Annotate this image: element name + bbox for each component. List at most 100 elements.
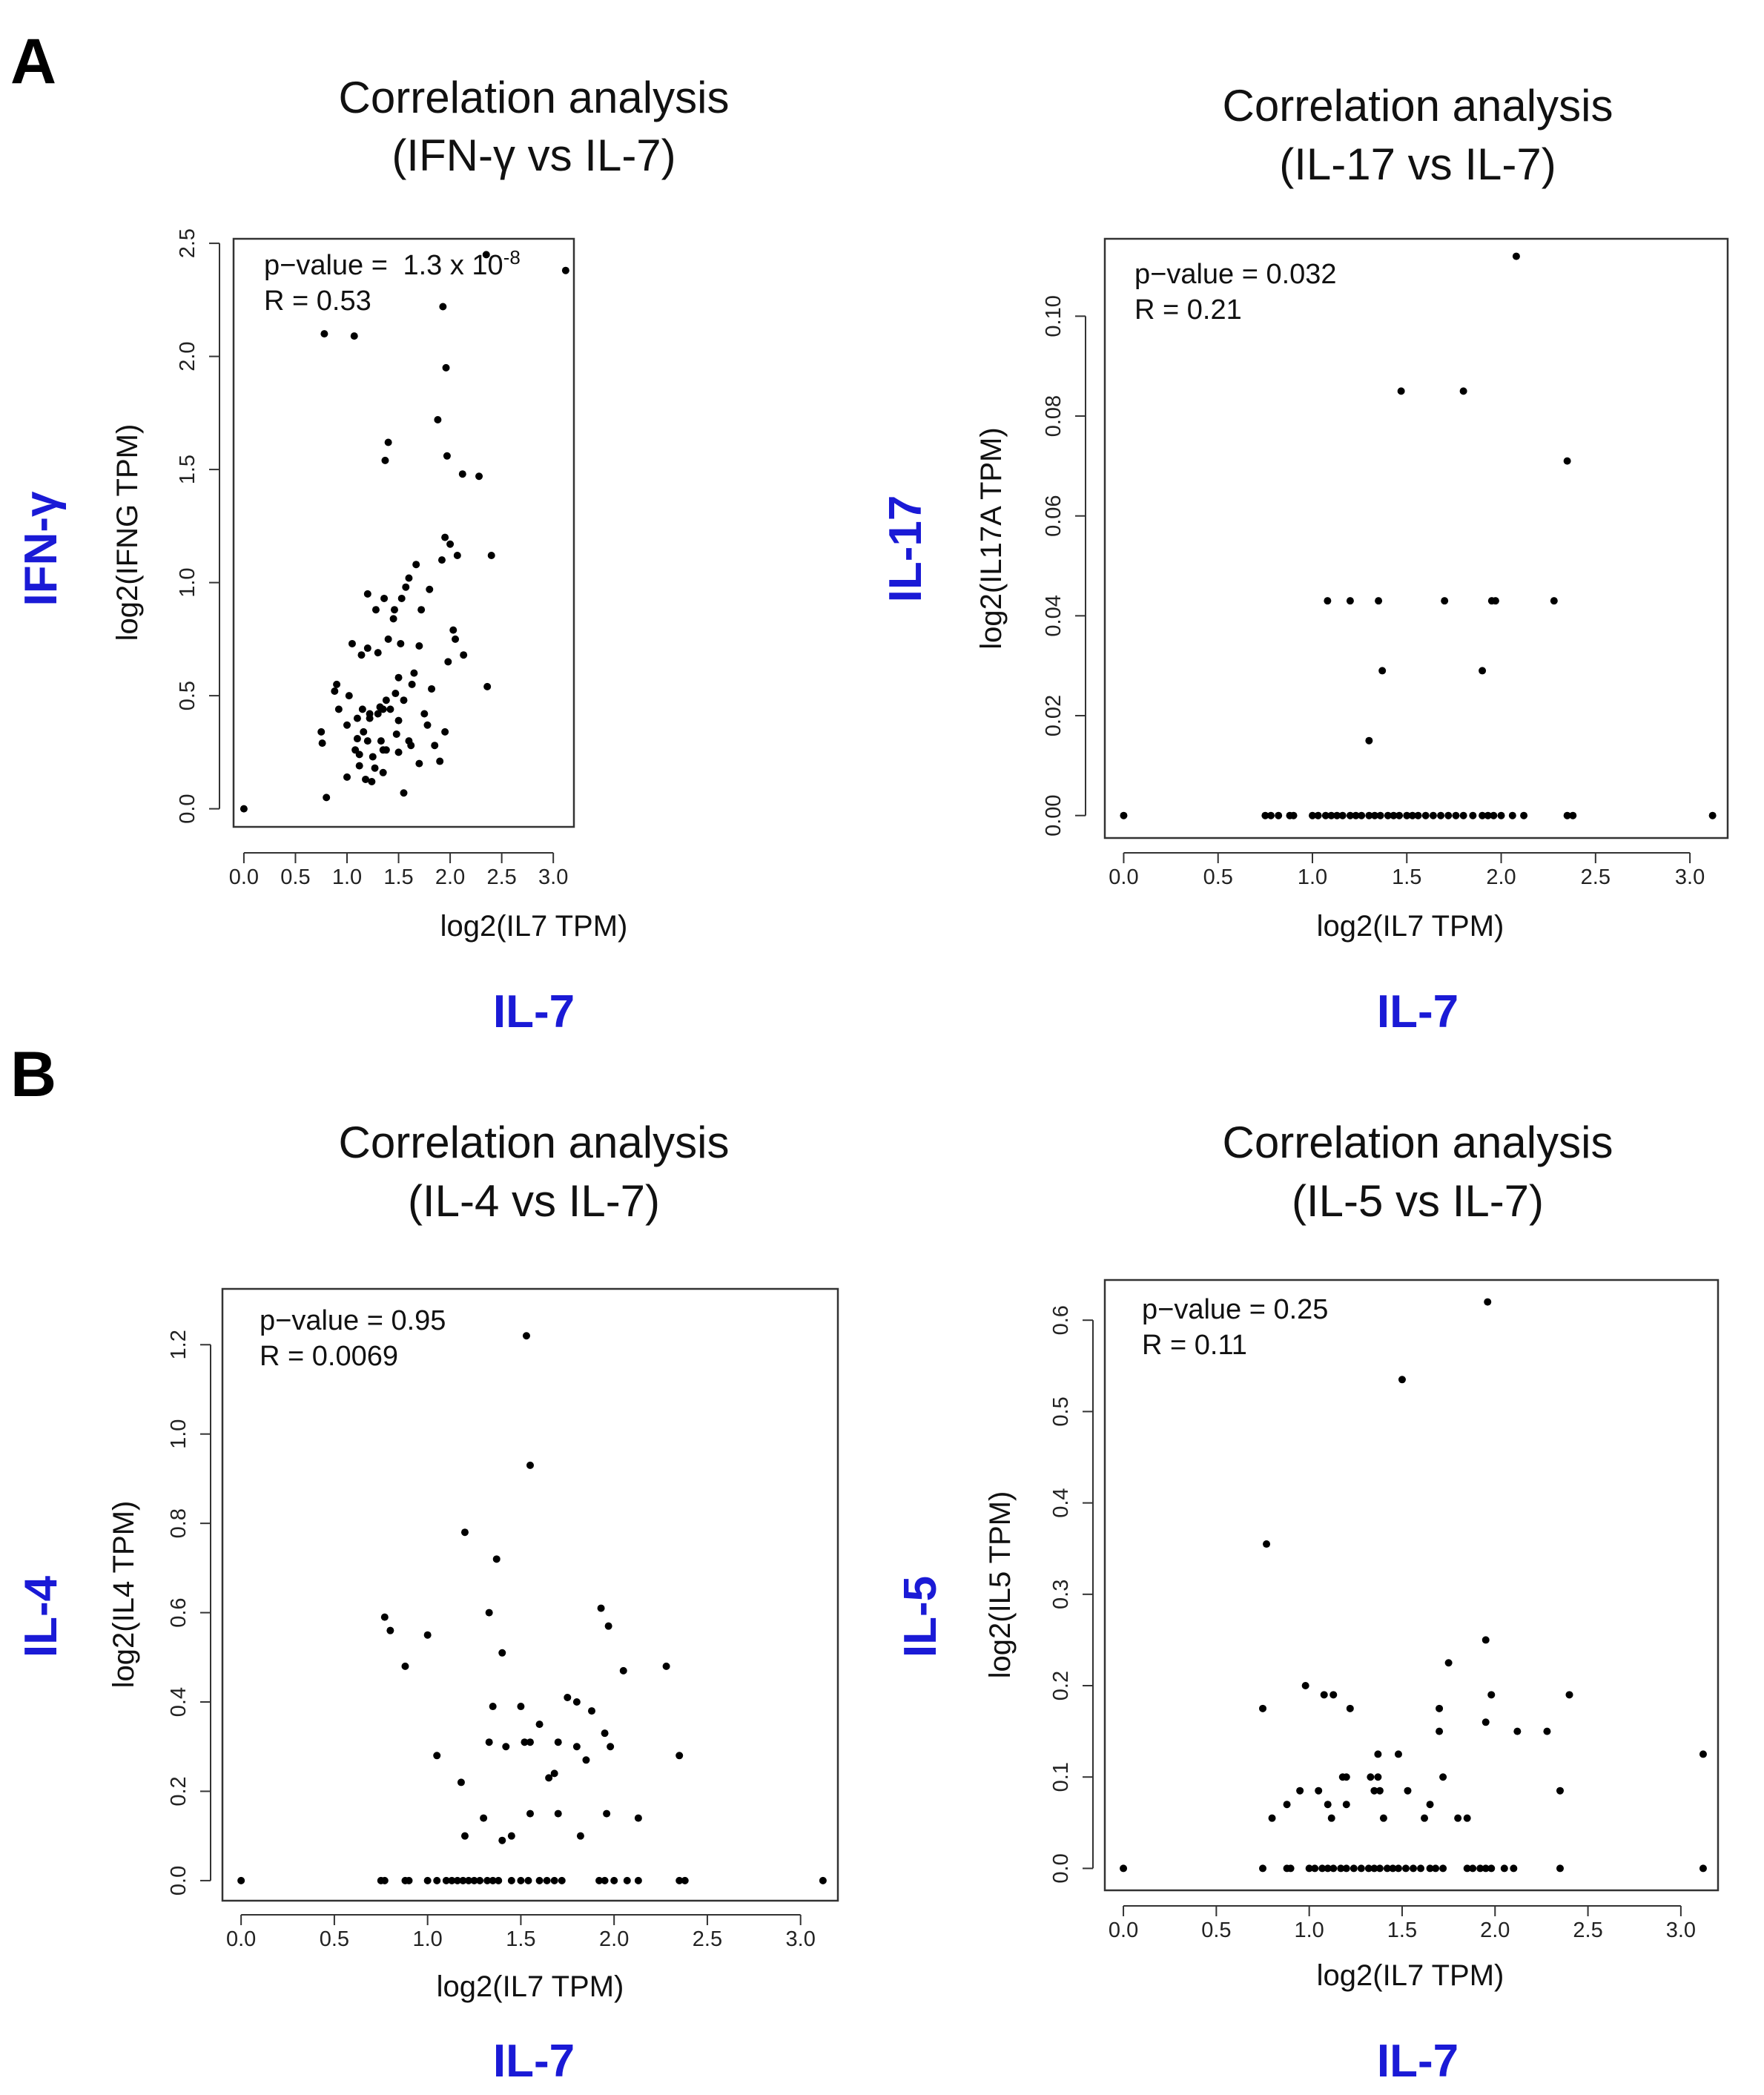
data-point bbox=[1469, 1864, 1477, 1873]
data-point bbox=[449, 626, 457, 634]
data-point bbox=[439, 303, 447, 311]
data-point bbox=[458, 470, 466, 478]
data-point bbox=[1556, 1786, 1564, 1795]
data-point bbox=[1324, 597, 1332, 605]
data-point bbox=[1289, 811, 1298, 819]
data-point bbox=[423, 1631, 432, 1639]
y-tick-label: 0.10 bbox=[1042, 295, 1066, 337]
data-point bbox=[437, 556, 446, 564]
data-point bbox=[604, 1622, 612, 1630]
data-point bbox=[1487, 1691, 1496, 1699]
y-tick-label: 1.2 bbox=[167, 1330, 191, 1359]
data-point bbox=[1397, 387, 1405, 395]
x-tick-label: 0.0 bbox=[1109, 1919, 1138, 1942]
data-point bbox=[489, 1703, 497, 1711]
x-tick-label: 0.5 bbox=[1203, 865, 1233, 889]
data-point bbox=[379, 768, 387, 776]
blue-x-label: IL-7 bbox=[1377, 2036, 1459, 2087]
data-point bbox=[390, 606, 398, 614]
blue-y-label: IL-5 bbox=[895, 1576, 946, 1657]
data-point bbox=[1500, 1864, 1508, 1873]
data-point bbox=[317, 728, 326, 736]
data-point bbox=[1497, 811, 1505, 819]
data-point bbox=[1426, 1864, 1434, 1873]
data-point bbox=[1346, 1704, 1354, 1712]
data-point bbox=[353, 714, 361, 722]
data-point bbox=[662, 1662, 670, 1670]
data-point bbox=[1375, 1786, 1384, 1795]
data-point bbox=[1261, 811, 1269, 819]
data-point bbox=[1120, 1864, 1128, 1873]
data-point bbox=[1481, 1718, 1490, 1726]
x-tick-label: 0.5 bbox=[320, 1927, 349, 1951]
data-point bbox=[1481, 1864, 1490, 1873]
y-tick-label: 1.0 bbox=[167, 1419, 191, 1449]
data-point bbox=[1365, 736, 1373, 745]
data-point bbox=[1342, 1864, 1350, 1873]
data-point bbox=[1342, 1801, 1350, 1809]
data-point bbox=[426, 585, 434, 593]
data-point bbox=[485, 1738, 493, 1746]
data-point bbox=[1463, 1864, 1471, 1873]
data-point bbox=[1286, 1864, 1295, 1873]
data-point bbox=[386, 705, 394, 713]
data-point bbox=[1484, 1298, 1492, 1306]
data-point bbox=[400, 696, 408, 705]
chart-title-line2: (IL-4 vs IL-7) bbox=[408, 1176, 660, 1226]
data-point bbox=[597, 1604, 605, 1612]
data-point bbox=[345, 692, 353, 700]
data-point bbox=[1563, 811, 1571, 819]
y-tick-label: 0.6 bbox=[167, 1597, 191, 1627]
data-point bbox=[1444, 811, 1453, 819]
data-point bbox=[1333, 811, 1341, 819]
plot-frame bbox=[1103, 237, 1729, 839]
data-point bbox=[1550, 597, 1558, 605]
scatter-chart-4: Correlation analysis (IL-5 vs IL-7) IL-5 IL… bbox=[895, 1118, 1720, 2087]
data-point bbox=[380, 1876, 389, 1884]
data-point bbox=[433, 1876, 441, 1884]
blue-y-label: IL-17 bbox=[880, 495, 931, 603]
x-tick-label: 2.0 bbox=[1480, 1919, 1510, 1942]
blue-x-label: IL-7 bbox=[493, 2036, 575, 2087]
data-point bbox=[1375, 1864, 1384, 1873]
x-tick-label: 3.0 bbox=[1675, 865, 1705, 889]
data-point bbox=[1329, 1691, 1338, 1699]
data-point bbox=[1481, 1636, 1490, 1644]
data-point bbox=[1327, 811, 1335, 819]
data-point bbox=[382, 696, 390, 705]
data-point bbox=[545, 1774, 553, 1782]
x-tick-label: 0.0 bbox=[226, 1927, 256, 1951]
y-tick-label: 0.1 bbox=[1049, 1762, 1073, 1792]
blue-y-label: IFN-γ bbox=[16, 491, 67, 607]
data-point bbox=[348, 639, 356, 647]
data-point bbox=[1429, 811, 1437, 819]
data-point bbox=[1371, 811, 1378, 819]
charts-container: Correlation analysis (IFN-γ vs IL-7) IFN-γ… bbox=[16, 73, 1729, 2087]
data-point bbox=[1513, 1727, 1522, 1735]
data-point bbox=[384, 635, 392, 643]
data-point bbox=[384, 438, 392, 446]
data-point bbox=[1439, 1864, 1447, 1873]
data-point bbox=[1459, 811, 1467, 819]
data-point bbox=[502, 1743, 510, 1751]
data-point bbox=[554, 1809, 562, 1818]
data-point bbox=[417, 606, 426, 614]
data-point bbox=[572, 1698, 581, 1706]
data-point bbox=[603, 1809, 611, 1818]
data-point bbox=[333, 680, 341, 688]
data-point bbox=[607, 1743, 615, 1751]
data-point bbox=[1417, 1864, 1425, 1873]
data-point bbox=[363, 737, 371, 745]
x-tick-label: 3.0 bbox=[786, 1927, 816, 1951]
data-point bbox=[1563, 457, 1571, 465]
data-point bbox=[634, 1876, 642, 1884]
data-point bbox=[543, 1876, 551, 1884]
data-point bbox=[1259, 1864, 1267, 1873]
data-point bbox=[476, 1876, 484, 1884]
data-point bbox=[1421, 1814, 1429, 1822]
data-point bbox=[550, 1876, 558, 1884]
data-point bbox=[334, 705, 343, 713]
data-point bbox=[1408, 811, 1416, 819]
data-point bbox=[355, 762, 363, 770]
y-tick-label: 0.0 bbox=[1049, 1853, 1073, 1883]
